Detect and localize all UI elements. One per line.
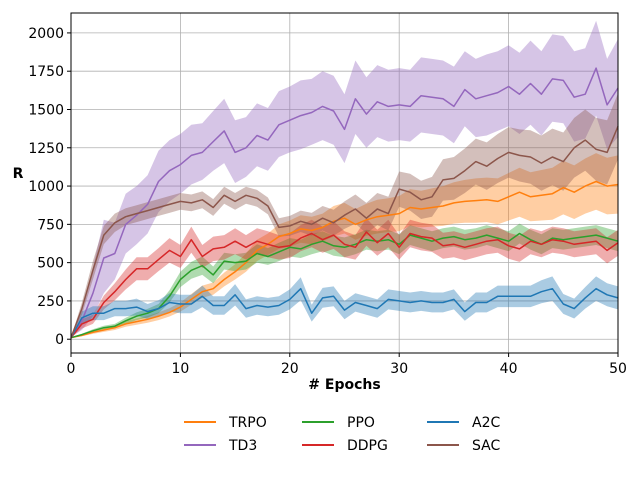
- y-tick-label: 0: [55, 332, 64, 348]
- ppo-line: [70, 232, 619, 339]
- x-tick-label: 0: [67, 361, 76, 377]
- series-lines: [70, 67, 619, 339]
- a2c-band: [71, 276, 618, 338]
- x-tick-label: 40: [500, 361, 518, 377]
- y-tick-label: 500: [37, 256, 64, 272]
- legend-label-a2c: A2C: [472, 415, 500, 431]
- legend-item-td3: TD3: [184, 438, 257, 454]
- ddpg-band: [71, 218, 618, 338]
- legend-item-trpo: TRPO: [184, 415, 267, 431]
- legend-label-trpo: TRPO: [228, 415, 267, 431]
- td3-band: [71, 20, 618, 337]
- legend-label-td3: TD3: [228, 438, 257, 454]
- y-tick-label: 1500: [28, 102, 64, 118]
- y-tick-label: 750: [37, 217, 64, 233]
- a2c-line: [70, 287, 619, 339]
- legend-label-ddpg: DDPG: [347, 438, 388, 454]
- td3-line: [70, 67, 619, 337]
- x-tick-label: 30: [390, 361, 408, 377]
- x-tick-label: 10: [171, 361, 189, 377]
- tick-labels: 0 10 20 30 40 5002505007501000125015001750200…: [28, 26, 627, 377]
- y-tick-label: 1000: [28, 179, 64, 195]
- x-tick-label: 20: [281, 361, 299, 377]
- legend: TRPO TD3 PPO DDPG A2C SAC: [184, 415, 500, 454]
- y-tick-label: 1250: [28, 141, 64, 157]
- y-tick-label: 250: [37, 294, 64, 310]
- x-axis-label: # Epochs: [308, 377, 380, 393]
- legend-label-sac: SAC: [472, 438, 500, 454]
- axes: [70, 12, 619, 354]
- y-tick-label: 2000: [28, 26, 64, 42]
- legend-item-sac: SAC: [427, 438, 500, 454]
- y-axis-label: R: [13, 166, 24, 182]
- ddpg-line: [70, 231, 619, 339]
- x-tick-label: 50: [609, 361, 627, 377]
- sac-line: [70, 126, 619, 338]
- legend-item-ddpg: DDPG: [302, 438, 388, 454]
- plot-frame: [70, 12, 619, 354]
- confidence-bands: [71, 20, 618, 338]
- legend-item-ppo: PPO: [302, 415, 375, 431]
- trpo-band: [71, 153, 618, 338]
- trpo-line: [70, 180, 619, 339]
- legend-label-ppo: PPO: [347, 415, 375, 431]
- y-tick-label: 1750: [28, 64, 64, 80]
- legend-item-a2c: A2C: [427, 415, 500, 431]
